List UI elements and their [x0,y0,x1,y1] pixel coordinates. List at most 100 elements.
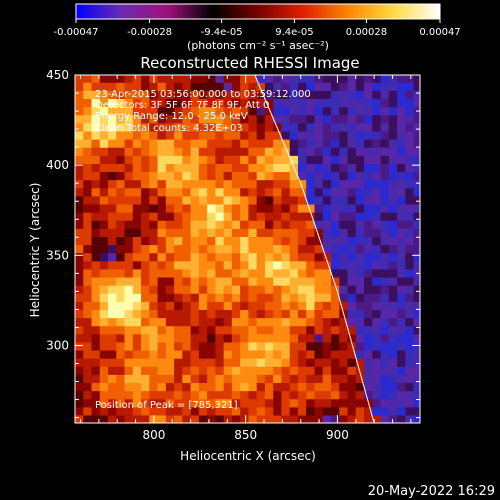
heatmap-cell [297,366,307,375]
heatmap-cell [174,82,183,91]
heatmap-cell [380,285,390,294]
heatmap-cell [347,130,357,140]
heatmap-cell [256,130,266,140]
heatmap-cell [281,203,291,213]
heatmap-cell [281,179,291,189]
heatmap-cell [207,414,216,423]
heatmap-cell [198,252,208,262]
heatmap-cell [124,390,134,400]
heatmap-cell [83,349,93,359]
heatmap-cell [215,358,225,367]
heatmap-cell [273,317,283,327]
heatmap-cell [157,309,167,319]
heatmap-cell [397,228,406,237]
heatmap-cell [149,122,159,132]
heatmap-cell [182,317,192,327]
heatmap-cell [83,187,93,197]
heatmap-cell [240,374,250,384]
heatmap-cell [207,114,216,124]
heatmap-cell [124,187,134,197]
heatmap-cell [380,325,390,335]
heatmap-cell [339,220,349,229]
heatmap-cell [413,309,420,319]
heatmap-cell [289,301,299,310]
heatmap-cell [388,171,398,181]
heatmap-cell [174,358,183,367]
heatmap-cell [165,349,175,359]
heatmap-cell [83,139,93,148]
heatmap-cell [355,374,365,384]
heatmap-cell [388,390,398,400]
heatmap-cell [132,382,142,392]
heatmap-cell [380,366,390,375]
heatmap-cell [124,333,134,343]
colorbar-tick-label: -0.00028 [127,27,172,38]
heatmap-cell [165,293,175,302]
heatmap-cell [116,163,126,173]
heatmap-cell [75,406,84,416]
heatmap-cell [281,285,291,294]
heatmap-cell [132,317,142,327]
heatmap-cell [380,203,390,213]
heatmap-cell [223,220,233,229]
heatmap-cell [264,333,274,343]
heatmap-cell [339,179,349,189]
heatmap-cell [388,195,398,205]
heatmap-cell [281,114,291,124]
heatmap-cell [116,203,126,213]
heatmap-cell [347,414,357,423]
heatmap-cell [306,301,316,310]
heatmap-cell [248,333,258,343]
heatmap-cell [256,285,266,294]
heatmap-cell [91,114,101,124]
heatmap-cell [141,139,150,148]
heatmap-cell [198,212,208,221]
heatmap-cell [355,155,365,164]
heatmap-cell [157,82,167,91]
heatmap-cell [75,139,84,148]
heatmap-cell [91,236,101,246]
heatmap-cell [322,276,332,286]
heatmap-cell [339,203,349,213]
heatmap-cell [190,236,200,246]
heatmap-cell [198,147,208,156]
heatmap-cell [182,260,192,270]
heatmap-cell [339,366,349,375]
heatmap-cell [215,75,225,83]
heatmap-cell [141,82,150,91]
heatmap-cell [339,98,349,108]
heatmap-cell [380,390,390,400]
heatmap-cell [149,301,159,310]
heatmap-cell [190,98,200,108]
heatmap-cell [182,130,192,140]
heatmap-cell [182,341,192,351]
heatmap-cell [182,171,192,181]
heatmap-cell [297,374,307,384]
heatmap-cell [397,285,406,294]
heatmap-cell [281,268,291,278]
heatmap-cell [99,212,109,221]
x-tick-label: 800 [142,428,165,442]
heatmap-cell [322,155,332,164]
heatmap-cell [314,260,324,270]
heatmap-cell [116,147,126,156]
heatmap-cell [231,374,241,384]
heatmap-cell [165,122,175,132]
heatmap-cell [314,398,324,408]
heatmap-cell [297,406,307,416]
heatmap-cell [157,406,167,416]
heatmap-cell [91,155,101,164]
heatmap-cell [297,187,307,197]
heatmap-cell [264,236,274,246]
heatmap-cell [132,130,142,140]
heatmap-cell [314,114,324,124]
heatmap-cell [240,366,250,375]
heatmap-cell [198,179,208,189]
heatmap-cell [215,341,225,351]
heatmap-cell [132,90,142,100]
heatmap-cell [273,276,283,286]
heatmap-cell [364,341,373,351]
heatmap-cell [273,366,283,375]
heatmap-cell [75,75,84,83]
heatmap-cell [124,382,134,392]
